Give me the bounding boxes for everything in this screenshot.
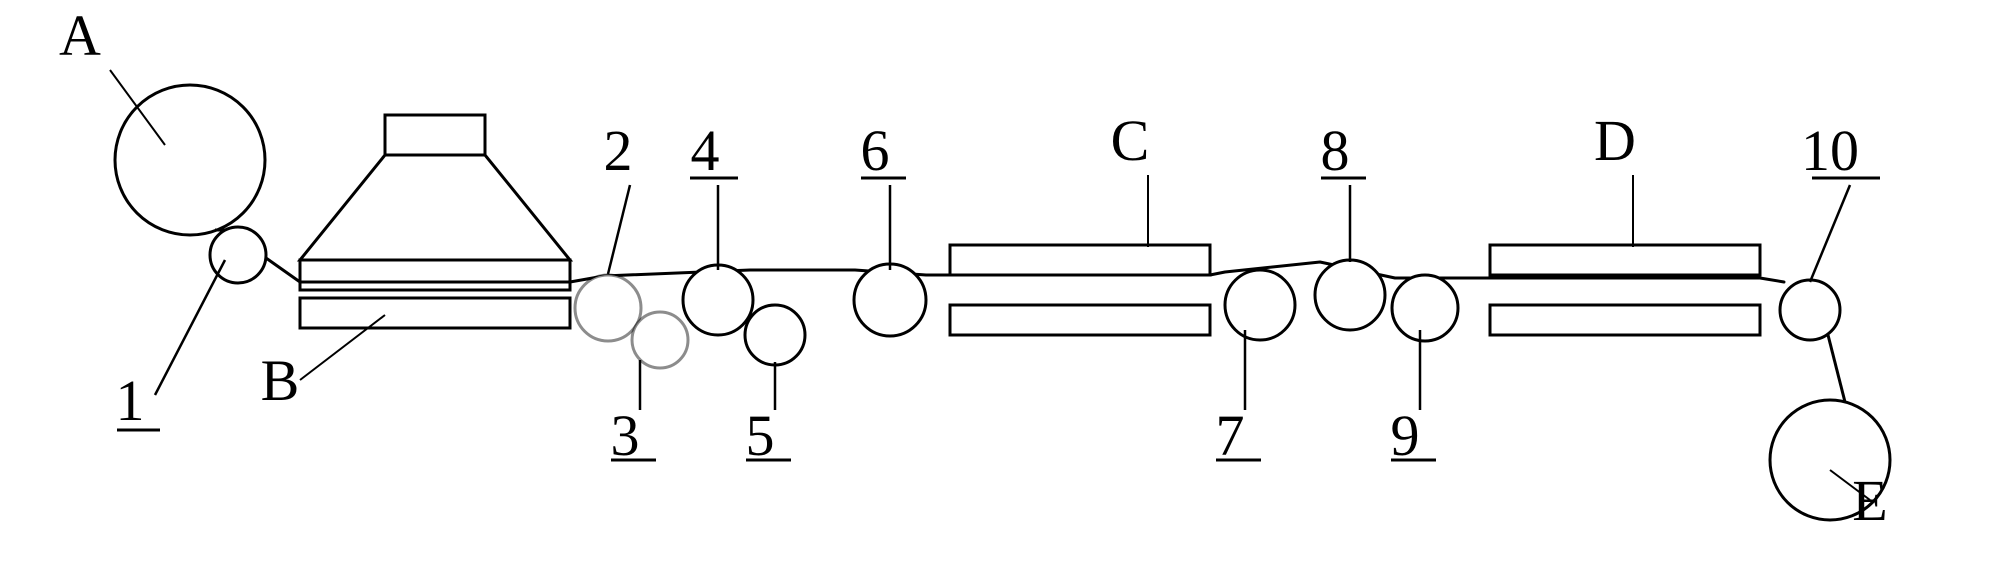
label-number: 1 [116, 368, 145, 433]
leader-line [1810, 185, 1850, 282]
label-number: 9 [1391, 403, 1420, 468]
roller-r2 [575, 275, 641, 341]
label-number: 8 [1321, 118, 1350, 183]
plate-D-upper [1490, 245, 1760, 275]
label-letter: B [261, 348, 300, 413]
plate-C-lower [950, 305, 1210, 335]
label-number: 3 [611, 403, 640, 468]
roller-r5 [745, 305, 805, 365]
diagram-canvas: A B C D E 1 2 3 4 5 6 7 8 9 10 [0, 0, 1989, 579]
label-letter: D [1594, 108, 1636, 173]
plate-B-lower [300, 298, 570, 328]
label-number: 5 [746, 403, 775, 468]
roller-r8 [1315, 260, 1385, 330]
label-letter: C [1111, 108, 1150, 173]
leader-line [608, 185, 630, 274]
roller-r6 [854, 264, 926, 336]
web-path [266, 258, 1784, 282]
label-letter: A [59, 3, 101, 68]
roller-r10 [1780, 280, 1840, 340]
hopper-top [385, 115, 485, 155]
roller-r4 [683, 265, 753, 335]
hopper-base [300, 260, 570, 290]
label-number: 2 [604, 118, 633, 183]
label-number: 6 [861, 118, 890, 183]
hopper-funnel [300, 155, 570, 260]
leader-line [155, 260, 225, 395]
roller-r7 [1225, 270, 1295, 340]
plate-D-lower [1490, 305, 1760, 335]
label-number: 7 [1216, 403, 1245, 468]
label-number: 4 [691, 118, 720, 183]
label-letter: E [1852, 468, 1887, 533]
label-number: 10 [1801, 118, 1859, 183]
roller-r9 [1392, 275, 1458, 341]
roller-r3 [632, 312, 688, 368]
leader-line [300, 315, 385, 380]
web-to-E [1828, 335, 1845, 402]
plate-C-upper [950, 245, 1210, 275]
